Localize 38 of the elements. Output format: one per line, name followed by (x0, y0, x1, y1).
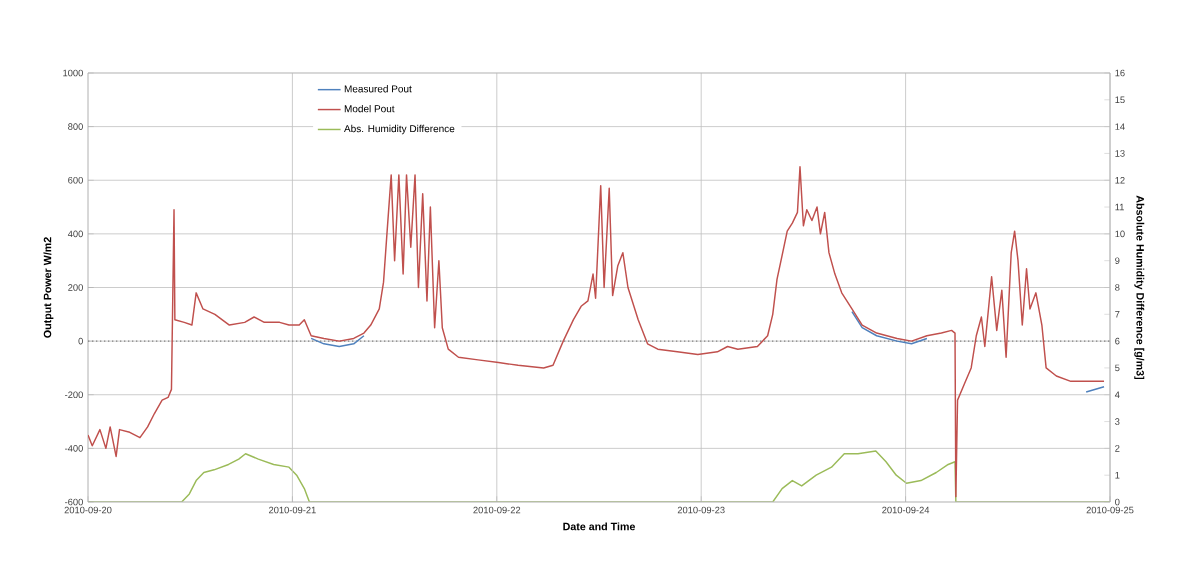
x-tick-label: 2010-09-20 (64, 506, 112, 514)
y2-axis-title: Absolute Humidity Difference [g/m3] (1134, 195, 1145, 380)
y2-tick-label: 4 (1114, 391, 1120, 398)
y2-tick-label: 16 (1115, 69, 1125, 77)
y-axis-title: Output Power W/m2 (43, 237, 54, 338)
y2-tick-label: 6 (1115, 337, 1120, 345)
y2-tick-label: 14 (1115, 123, 1125, 130)
y2-tick-label: 7 (1115, 311, 1120, 318)
y-tick-label: -400 (65, 445, 83, 452)
y-tick-label: 1000 (63, 69, 83, 77)
y2-tick-label: 13 (1115, 150, 1125, 157)
y-tick-label: -600 (65, 498, 83, 506)
y2-tick-label: 12 (1115, 177, 1125, 184)
x-tick-label: 2010-09-23 (677, 506, 725, 514)
y-tick-label: 200 (68, 284, 83, 291)
x-tick-label: 2010-09-22 (473, 506, 521, 514)
y-tick-label: 400 (67, 230, 83, 238)
y2-tick-label: 10 (1115, 230, 1125, 238)
x-tick-label: 2010-09-21 (268, 506, 316, 514)
y2-tick-label: 11 (1115, 203, 1124, 211)
y-tick-label: 600 (68, 176, 83, 184)
x-tick-label: 2010-09-24 (882, 506, 930, 514)
y2-tick-label: 8 (1115, 284, 1120, 291)
y-tick-label: 800 (68, 123, 83, 130)
x-tick-label: 2010-09-25 (1086, 506, 1134, 514)
y2-tick-label: 9 (1115, 257, 1120, 264)
legend-label: Model Pout (344, 104, 395, 113)
y-tick-label: -200 (65, 391, 83, 399)
y2-tick-label: 5 (1115, 364, 1120, 372)
y2-tick-label: 2 (1115, 445, 1120, 452)
legend-label: Measured Pout (344, 85, 412, 93)
x-axis-title: Date and Time (563, 522, 635, 531)
y2-tick-label: 3 (1115, 418, 1120, 425)
y2-tick-label: 15 (1115, 96, 1125, 104)
y2-tick-label: 0 (1115, 498, 1120, 506)
y-tick-label: 0 (78, 337, 83, 345)
legend-label: Abs. Humidity Difference (344, 124, 455, 135)
y2-tick-label: 1 (1115, 471, 1120, 479)
